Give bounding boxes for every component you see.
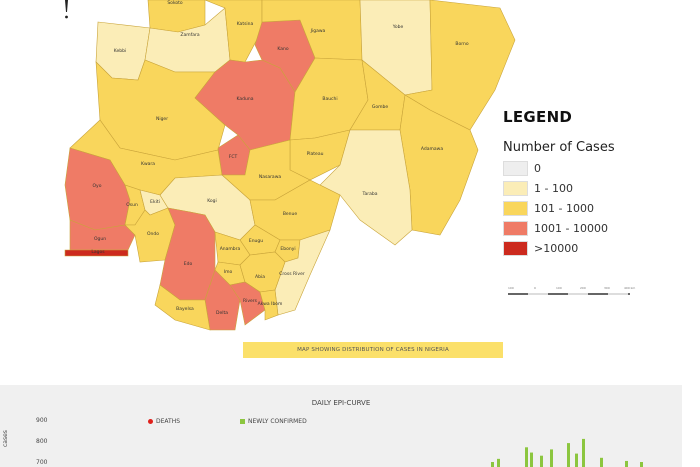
bar-newly-confirmed [497,458,500,467]
state-label: Lagos [91,249,105,255]
scale-tick: 100 [556,286,562,290]
state-label: Kwara [141,161,155,167]
state-taraba [319,129,413,246]
state-label: Benue [283,211,298,217]
legend-swatch [503,220,528,236]
state-label: Kogi [207,198,217,204]
scale-bar: 100 0 100 200 300 400 km [508,286,648,296]
bar-newly-confirmed [640,462,643,467]
legend-item: 101 - 1000 [503,198,663,218]
y-tick: 800 [36,438,48,445]
bar-newly-confirmed [625,460,628,467]
state-label: Kaduna [237,96,254,102]
state-label: Sokoto [167,0,183,6]
bar-newly-confirmed [540,455,543,467]
state-label: Abia [255,274,265,280]
scale-tick: 400 km [624,286,636,290]
bar-newly-confirmed [550,449,553,467]
state-label: Rivers [243,298,258,304]
scale-tick: 200 [580,286,586,290]
legend-confirmed: NEWLY CONFIRMED [240,418,307,425]
y-tick: 900 [36,417,48,424]
legend-label: 1 - 100 [534,181,573,195]
chart-title: DAILY EPI-CURVE [311,399,371,407]
state-label: Cross River [279,271,305,277]
state-akwa-ibom [259,289,279,321]
legend-confirmed-label: NEWLY CONFIRMED [248,418,307,425]
bar-newly-confirmed [491,462,494,467]
state-label: Yobe [392,24,404,30]
state-bayelsa [154,284,211,331]
legend-swatch [503,180,528,196]
state-label: Akwa Ibom [258,301,283,307]
y-tick: 700 [36,459,48,466]
state-label: Bauchi [322,96,337,102]
bars [491,438,643,467]
state-label: Nasarawa [259,174,282,180]
state-label: Niger [156,116,168,122]
epi-curve-chart: DAILY EPI-CURVE DEATHS NEWLY CONFIRMED 9… [0,385,682,467]
state-label: Taraba [362,191,378,197]
state-label: Enugu [249,238,263,244]
deaths-marker-icon [148,419,153,424]
legend-label: >10000 [534,241,579,255]
legend-subtitle: Number of Cases [503,140,615,155]
state-label: Ekiti [150,199,160,205]
state-label: Imo [224,269,233,275]
scale-tick: 300 [604,286,610,290]
state-lagos [64,249,129,257]
state-label: Osun [126,202,138,208]
scale-tick: 0 [534,286,536,290]
scale-tick: 100 [508,286,514,290]
state-label: Ogun [94,236,106,242]
legend-item: >10000 [503,238,663,258]
map-caption: MAP SHOWING DISTRIBUTION OF CASES IN NIG… [243,342,503,358]
legend-swatch [503,240,528,256]
legend-item: 1001 - 10000 [503,218,663,238]
legend-item: 1 - 100 [503,178,663,198]
legend-swatch [503,200,528,216]
legend-label: 101 - 1000 [534,201,594,215]
legend-title: LEGEND [503,108,573,126]
state-label: Bayelsa [176,306,194,312]
north-arrow-icon [65,0,68,19]
bar-newly-confirmed [567,443,570,467]
state-label: Ebonyi [280,246,295,252]
state-label: Plateau [307,151,324,157]
state-label: Zamfara [180,32,199,38]
state-label: Delta [216,310,228,316]
state-label: Katsina [237,21,254,27]
legend: LEGEND Number of Cases 0 1 - 100 101 - 1… [503,108,663,258]
legend-label: 0 [534,161,541,175]
state-label: Kano [277,46,288,52]
state-label: Edo [184,261,193,267]
state-label: FCT [229,154,238,160]
state-label: Jigawa [310,28,326,34]
confirmed-marker-icon [240,419,245,424]
legend-deaths: DEATHS [148,418,180,425]
legend-deaths-label: DEATHS [156,418,181,425]
bar-newly-confirmed [575,453,578,467]
state-label: Borno [455,41,468,47]
bar-newly-confirmed [582,438,585,467]
legend-item: 0 [503,158,663,178]
state-label: Oyo [93,183,102,189]
state-label: Ondo [147,231,159,237]
state-label: Gombe [372,104,388,110]
state-label: Anambra [220,246,241,252]
bar-newly-confirmed [600,457,603,467]
state-label: Kebbi [114,48,126,54]
bar-newly-confirmed [525,447,528,467]
bar-newly-confirmed [530,452,533,467]
legend-swatch [503,160,528,176]
legend-label: 1001 - 10000 [534,221,608,235]
state-label: Adamawa [421,146,443,152]
nigeria-map: Sokoto Kebbi Zamfara Katsina Kano Jigawa Yobe B… [64,0,516,331]
